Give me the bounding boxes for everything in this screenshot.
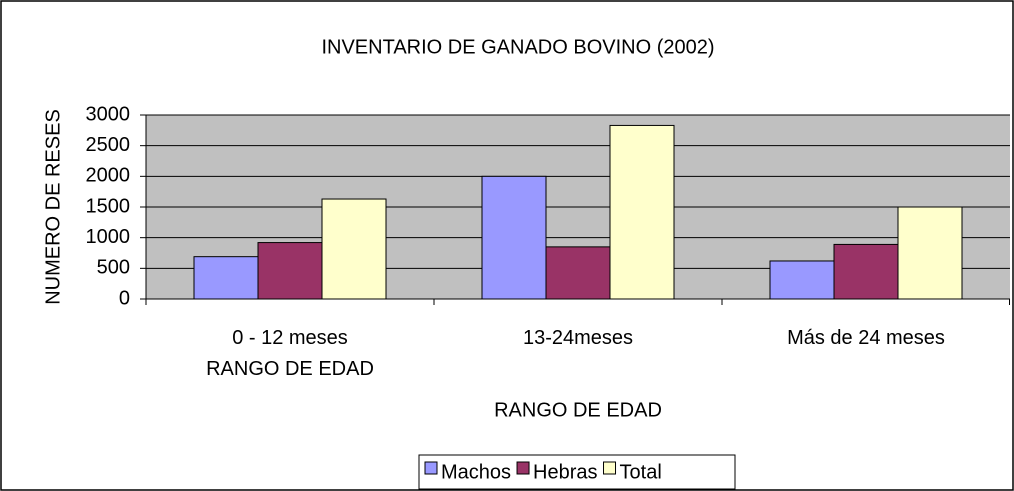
y-tick-label: 3000 [86, 103, 131, 125]
bar [481, 175, 547, 300]
legend-swatch [603, 461, 617, 475]
x-tick-label-line: RANGO DE EDAD [206, 358, 374, 380]
bar [769, 260, 835, 300]
chart-title: INVENTARIO DE GANADO BOVINO (2002) [321, 36, 714, 58]
legend-label: Total [620, 461, 662, 483]
x-tick-label-line: Más de 24 meses [787, 327, 945, 349]
legend-label: Machos [441, 461, 511, 483]
y-axis-title: NUMERO DE RESES [42, 109, 64, 305]
x-axis-title: RANGO DE EDAD [494, 399, 662, 421]
bar [609, 124, 675, 300]
bar [193, 256, 259, 300]
y-tick-label: 1000 [86, 226, 131, 248]
legend-swatch [516, 461, 530, 475]
bar [257, 242, 323, 300]
x-tick-label: 13-24meses [523, 327, 633, 349]
bar [321, 198, 387, 300]
legend [418, 454, 736, 490]
x-tick-label: 0 - 12 meses RANGO DE EDAD [206, 327, 374, 380]
y-tick-label: 2000 [86, 165, 131, 187]
legend-label: Hebras [533, 461, 597, 483]
legend-swatch [424, 461, 438, 475]
x-tick-label: Más de 24 meses [787, 327, 945, 349]
x-tick-label-line: 13-24meses [523, 327, 633, 349]
bar [545, 246, 611, 300]
y-tick-label: 0 [119, 287, 130, 309]
bar [897, 206, 963, 300]
y-tick-label: 500 [97, 257, 130, 279]
bar [833, 243, 899, 300]
y-tick-label: 1500 [86, 195, 131, 217]
x-tick-label-line: 0 - 12 meses [232, 327, 348, 349]
y-tick-label: 2500 [86, 134, 131, 156]
